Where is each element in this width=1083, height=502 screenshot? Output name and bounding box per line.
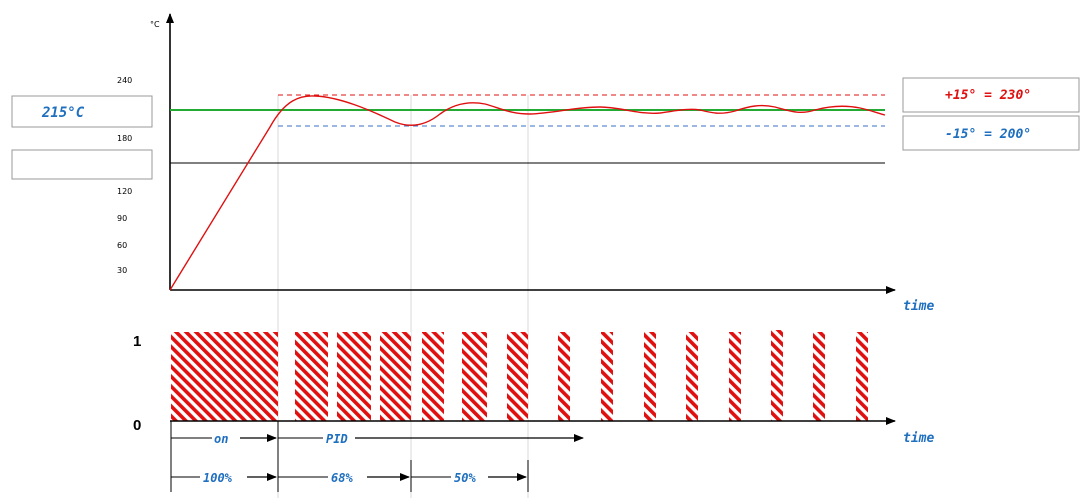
pct-100-label: 100% bbox=[203, 471, 233, 485]
lower-tolerance-label: -15° = 200° bbox=[945, 127, 1031, 142]
output-pulse bbox=[729, 332, 741, 421]
pct-50-label: 50% bbox=[454, 471, 476, 485]
output-pulse bbox=[856, 332, 868, 421]
reference-box bbox=[11, 149, 153, 180]
y-tick-180: 180 bbox=[117, 134, 132, 143]
output-pulse bbox=[558, 332, 570, 421]
output-pulse bbox=[507, 332, 528, 421]
output-chart: 1 0 time bbox=[133, 330, 934, 446]
setpoint-label: 215°C bbox=[41, 105, 85, 121]
output-low-label: 0 bbox=[133, 417, 141, 434]
y-tick-90: 90 bbox=[117, 214, 127, 223]
output-pulse bbox=[462, 332, 487, 421]
output-pulse bbox=[771, 330, 783, 421]
y-tick-120: 120 bbox=[117, 187, 132, 196]
on-phase-label: on bbox=[214, 432, 228, 446]
setpoint-box bbox=[11, 95, 153, 128]
output-high-label: 1 bbox=[133, 333, 141, 350]
output-pulse bbox=[171, 332, 278, 421]
unit-label: °C bbox=[150, 20, 160, 29]
temperature-curve bbox=[169, 95, 886, 291]
output-pulse bbox=[813, 332, 825, 421]
output-pulse bbox=[644, 332, 656, 421]
phase-annotations: on PID 100% 68% 50% bbox=[170, 421, 584, 492]
temperature-x-axis-label: time bbox=[903, 299, 934, 314]
upper-tolerance-box bbox=[902, 77, 1080, 113]
pct-68-label: 68% bbox=[331, 471, 353, 485]
output-x-axis-label: time bbox=[903, 431, 934, 446]
upper-tolerance-label: +15° = 230° bbox=[945, 88, 1031, 103]
y-tick-60: 60 bbox=[117, 241, 127, 250]
y-tick-240: 240 bbox=[117, 76, 132, 85]
temperature-chart: °C 240 215 180 150 120 90 60 30 215°C +1… bbox=[11, 13, 1080, 314]
lower-tolerance-box bbox=[902, 115, 1080, 151]
output-pulse bbox=[337, 332, 371, 421]
output-pulses bbox=[171, 330, 868, 421]
output-pulse bbox=[422, 332, 444, 421]
output-pulse bbox=[380, 332, 411, 421]
output-pulse bbox=[295, 332, 328, 421]
output-pulse bbox=[686, 332, 698, 421]
output-pulse bbox=[601, 332, 613, 421]
y-tick-30: 30 bbox=[117, 266, 127, 275]
pid-phase-label: PID bbox=[326, 432, 348, 446]
